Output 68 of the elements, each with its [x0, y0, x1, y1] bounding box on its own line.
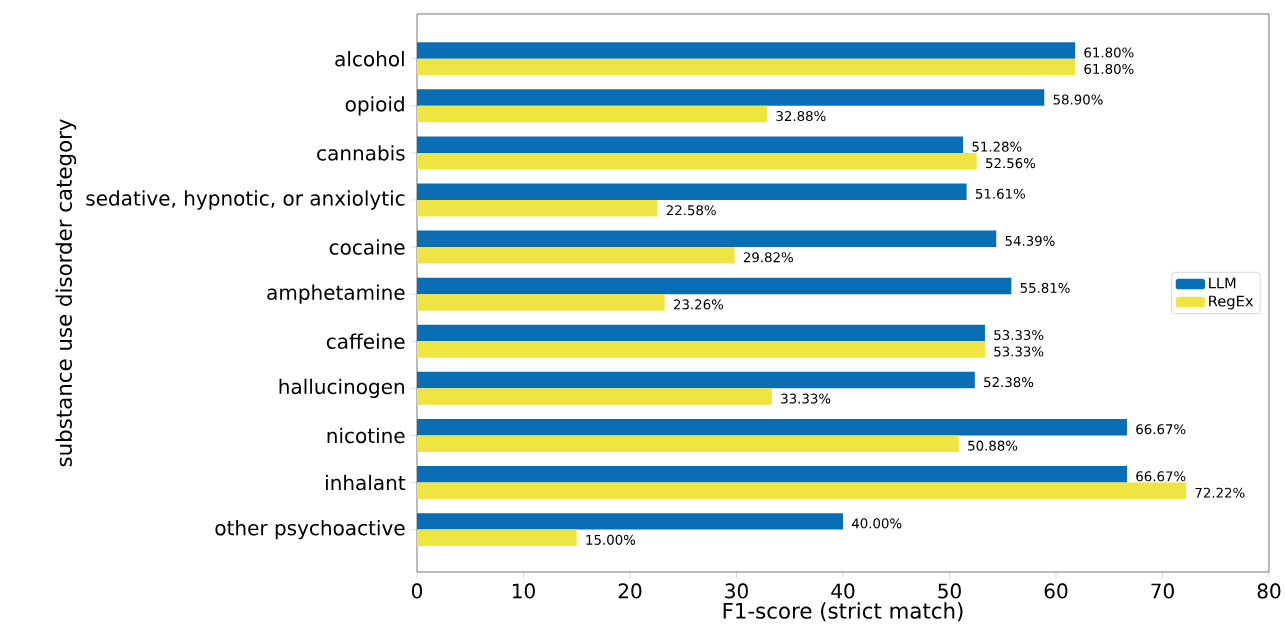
data-label: 22.58%: [666, 205, 716, 216]
bar: [417, 105, 768, 123]
bar: [417, 466, 1128, 483]
bar: [417, 136, 964, 153]
x-tick-label: 20: [618, 583, 642, 599]
x-tick-label: 0: [411, 583, 423, 599]
x-tick-label: 60: [1044, 583, 1068, 599]
bar: [417, 42, 1076, 59]
data-label: 52.38%: [984, 377, 1034, 388]
data-label: 51.61%: [975, 188, 1026, 199]
y-tick-label: inhalant: [326, 474, 406, 491]
data-label: 40.00%: [851, 518, 902, 529]
bar: [417, 294, 665, 311]
bar: [417, 199, 658, 217]
bar: [417, 435, 959, 452]
data-label: 50.88%: [968, 440, 1018, 451]
y-tick-label: opioid: [345, 96, 404, 116]
x-axis-title: F1-score (strict match): [723, 602, 963, 622]
bar: [417, 230, 997, 248]
data-label: 53.33%: [994, 329, 1044, 341]
data-label: 66.67%: [1136, 424, 1186, 435]
bar: [417, 324, 985, 342]
x-tick-label: 40: [831, 583, 855, 599]
x-tick-label: 50: [938, 583, 961, 599]
data-label: 61.80%: [1084, 47, 1134, 58]
y-tick-label: cocaine: [329, 239, 405, 255]
legend-label: LLM: [1209, 277, 1236, 289]
data-label: 53.33%: [994, 346, 1044, 357]
bar: [417, 341, 985, 358]
data-label: 55.81%: [1020, 282, 1070, 293]
data-label: 66.67%: [1136, 471, 1186, 482]
y-tick-label: alcohol: [335, 51, 404, 67]
data-label: 33.33%: [781, 393, 831, 404]
data-label: 23.26%: [673, 299, 724, 310]
y-tick-label: cannabis: [317, 145, 405, 161]
bar: [417, 247, 735, 264]
data-label: 52.56%: [986, 158, 1036, 169]
y-tick-label: nicotine: [327, 427, 405, 444]
y-tick-label: sedative, hypnotic, or anxiolytic: [86, 190, 405, 210]
bar: [417, 277, 1012, 295]
x-tick-label: 10: [512, 583, 535, 599]
x-tick-label: 30: [725, 583, 748, 599]
bar: [417, 388, 772, 405]
data-label: 15.00%: [586, 534, 636, 545]
bar: [417, 58, 1076, 76]
data-label: 58.90%: [1053, 94, 1103, 105]
y-axis-title: substance use disorder category: [55, 119, 77, 467]
y-tick-label: amphetamine: [267, 284, 405, 304]
data-label: 29.82%: [743, 252, 793, 263]
bar: [417, 513, 843, 530]
data-label: 32.88%: [776, 111, 826, 122]
bar: [417, 371, 975, 389]
bar: [417, 183, 967, 200]
bar: [417, 89, 1045, 106]
data-label: 61.80%: [1084, 63, 1134, 75]
data-label: 54.39%: [1005, 235, 1055, 246]
data-label: 72.22%: [1195, 487, 1245, 498]
y-tick-label: caffeine: [326, 333, 405, 350]
bar: [417, 152, 977, 170]
bar: [417, 418, 1128, 436]
y-tick-label: other psychoactive: [215, 519, 405, 540]
x-tick-label: 80: [1257, 583, 1281, 599]
data-label: 51.28%: [972, 141, 1022, 152]
x-tick-label: 70: [1151, 583, 1174, 599]
legend-label: RegEx: [1209, 295, 1254, 310]
bar: [417, 482, 1187, 499]
bar: [417, 529, 577, 547]
y-tick-label: hallucinogen: [279, 378, 404, 399]
